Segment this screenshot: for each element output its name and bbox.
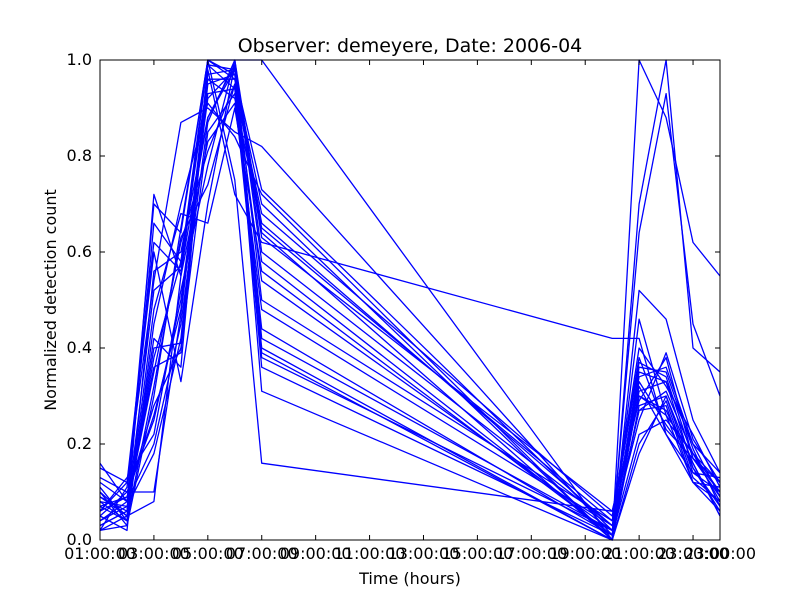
x-tick-label: 03:00:00 — [118, 544, 190, 563]
x-tick-label: 23:00:00 — [684, 544, 756, 563]
x-tick-label: 09:00:00 — [280, 544, 352, 563]
series-line-12 — [99, 64, 721, 541]
y-axis-label: Normalized detection count — [41, 189, 60, 411]
series-group — [99, 59, 721, 541]
chart-title: Observer: demeyere, Date: 2006-04 — [238, 35, 583, 57]
ticks-group: 0.0 0.2 0.4 0.6 0.8 1.0 01:00:0003:00:0005:00:… — [64, 50, 756, 563]
x-tick-label: 17:00:00 — [495, 544, 567, 563]
series-line-24 — [99, 68, 721, 512]
y-tick-label: 0.8 — [67, 146, 92, 165]
series-line-23 — [99, 83, 721, 532]
y-tick-label: 0.4 — [67, 338, 92, 357]
series-line-7 — [99, 59, 721, 541]
x-tick-label: 19:00:00 — [549, 544, 621, 563]
y-tick-label: 0.6 — [67, 242, 92, 261]
plot-frame — [99, 59, 721, 541]
x-tick-label: 15:00:00 — [441, 544, 513, 563]
y-tick-label: 0.0 — [67, 530, 92, 549]
series-line-18 — [99, 73, 721, 536]
x-tick-label: 13:00:00 — [388, 544, 460, 563]
x-tick-label: 07:00:00 — [226, 544, 298, 563]
series-line-15 — [99, 59, 721, 541]
x-tick-label: 23:00:00 — [657, 544, 729, 563]
x-tick-label: 11:00:00 — [334, 544, 406, 563]
y-tick-label: 1.0 — [67, 50, 92, 69]
series-line-13 — [99, 107, 721, 536]
y-tick-label: 0.2 — [67, 434, 92, 453]
series-line-25 — [99, 78, 721, 522]
x-tick-label: 05:00:00 — [172, 544, 244, 563]
x-tick-label: 21:00:00 — [603, 544, 675, 563]
x-tick-label: 01:00:00 — [64, 544, 136, 563]
x-axis-label: Time (hours) — [358, 569, 461, 588]
series-line-20 — [99, 102, 721, 527]
